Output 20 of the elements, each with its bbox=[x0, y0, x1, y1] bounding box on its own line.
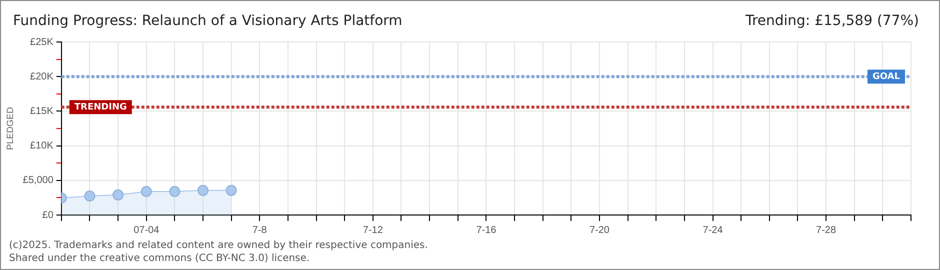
y-tick-label: £5,000 bbox=[22, 175, 54, 186]
ref-line-label: GOAL bbox=[872, 72, 900, 82]
y-tick-label: £20K bbox=[30, 71, 54, 82]
y-tick-label: £25K bbox=[30, 36, 54, 48]
text: (c)2025. Trademarks and related content are owned by their respective companies. bbox=[9, 239, 428, 252]
x-tick-label: 7-16 bbox=[476, 224, 497, 236]
x-tick-label: 7-28 bbox=[816, 224, 836, 236]
x-tick-label: 7-12 bbox=[362, 224, 384, 236]
chart-subtitle: Trending: £15,589 (77%) bbox=[745, 13, 919, 31]
y-tick-label: £15K bbox=[30, 106, 54, 117]
x-tick-label: 7-24 bbox=[702, 224, 724, 236]
y-axis-title: PLEDGED bbox=[4, 106, 15, 150]
chart-title: Funding Progress: Relaunch of a Visionary Arts Platform bbox=[13, 13, 402, 31]
text: Shared under the creative commons (CC BY-NC 3.0) license. bbox=[9, 252, 311, 265]
x-tick-label: 7-8 bbox=[252, 224, 268, 236]
y-tick-label: £10K bbox=[30, 140, 54, 152]
x-tick-label: 07-04 bbox=[134, 224, 160, 236]
x-tick-label: 7-20 bbox=[589, 224, 610, 236]
y-tick-label: £0 bbox=[42, 210, 54, 221]
ref-line-label: TRENDING bbox=[74, 102, 127, 112]
